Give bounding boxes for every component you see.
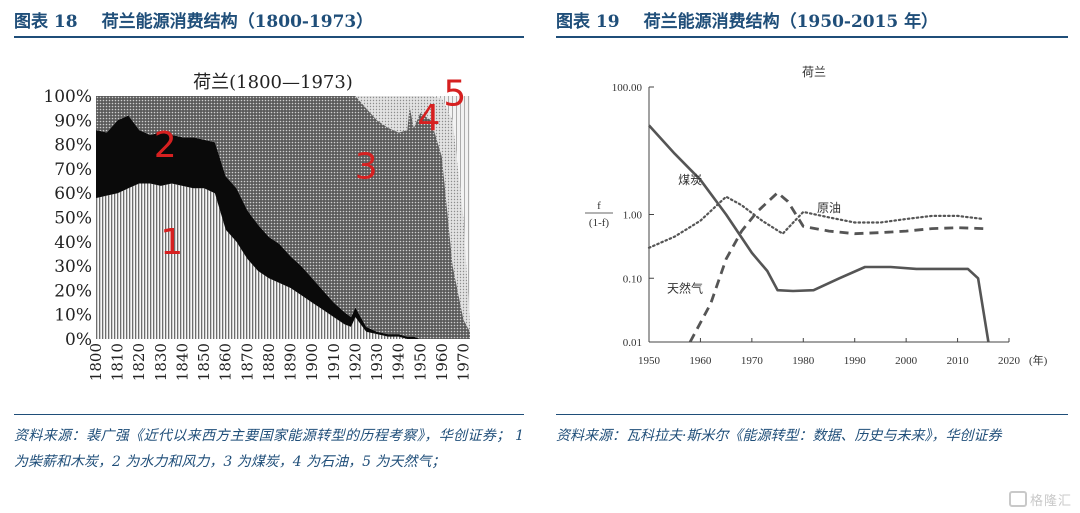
line-x-tick-label: 1950 [638, 355, 661, 367]
line-x-tick-label: 2010 [947, 355, 970, 367]
area-series-4 [96, 96, 470, 332]
area-y-tick-label: 30% [54, 257, 92, 277]
figure-19-source-label: 资料来源： [556, 428, 626, 444]
line-x-tick-label: 1990 [844, 355, 867, 367]
line-series-原油 [647, 195, 985, 249]
figure-19-source: 资料来源：瓦科拉夫·斯米尔《能源转型：数据、历史与未来》，华创证券 [556, 423, 1068, 449]
figure-19-source-rule [556, 414, 1068, 415]
line-chart-title: 荷兰 [802, 65, 826, 79]
figure-18-source-rule [14, 414, 524, 415]
line-y-tick-label: 0.01 [623, 337, 642, 349]
figure-18-number: 图表 18 [14, 12, 78, 32]
area-x-tick-label: 1880 [260, 343, 278, 381]
area-y-tick-label: 0% [65, 330, 92, 350]
area-series-label-2: 2 [154, 125, 177, 166]
figure-18-source: 资料来源：裴广强《近代以来西方主要国家能源转型的历程考察》，华创证券； 1 为柴… [14, 423, 524, 475]
area-series-label-4: 4 [417, 98, 440, 139]
area-x-tick-label: 1910 [325, 343, 343, 381]
line-y-tick-label: 100.00 [612, 82, 643, 94]
line-x-tick-label: 1970 [741, 355, 764, 367]
area-series-3 [96, 96, 470, 339]
area-x-tick-label: 1950 [411, 343, 429, 381]
area-x-tick-label: 1840 [173, 343, 191, 381]
area-y-tick-label: 50% [54, 209, 92, 229]
area-y-tick-label: 80% [54, 136, 92, 156]
figure-19-source-text: 瓦科拉夫·斯米尔《能源转型：数据、历史与未来》，华创证券 [626, 428, 1002, 444]
line-series-煤炭 [648, 124, 990, 343]
line-x-tick-label: 1980 [792, 355, 815, 367]
figure-18-header: 图表 18 荷兰能源消费结构（1800-1973） [14, 8, 524, 38]
area-x-tick-label: 1810 [109, 343, 127, 381]
line-y-tick-label: 1.00 [623, 210, 643, 222]
area-y-tick-label: 70% [54, 160, 92, 180]
line-x-tick-label: 2020 [998, 355, 1021, 367]
area-x-tick-label: 1850 [195, 343, 213, 381]
area-series-1 [96, 183, 470, 339]
watermark-text: 格隆汇 [1029, 494, 1072, 509]
line-x-unit-label: (年) [1029, 353, 1048, 367]
area-x-tick-label: 1930 [368, 343, 386, 381]
line-series-天然气 [688, 191, 984, 343]
line-series-label: 煤炭 [678, 173, 702, 187]
figure-19-header: 图表 19 荷兰能源消费结构（1950-2015 年） [556, 8, 1068, 38]
line-series-label: 天然气 [667, 280, 703, 295]
area-x-tick-label: 1800 [87, 343, 105, 381]
watermark: 格隆汇 [1008, 490, 1072, 509]
area-x-tick-label: 1870 [238, 343, 256, 381]
figure-18-source-text: 裴广强《近代以来西方主要国家能源转型的历程考察》，华创证券； 1 为柴薪和木炭，… [14, 428, 525, 470]
area-x-tick-label: 1860 [217, 343, 235, 381]
watermark-logo-icon [1008, 491, 1027, 507]
line-x-tick-label: 2000 [895, 355, 918, 367]
netherlands-energy-line-chart: 荷兰 0.01 0.10 1.00 100.00 1950 1960 1970 1980 1990… [585, 65, 1048, 367]
figure-19-title: 荷兰能源消费结构（1950-2015 年） [643, 12, 939, 32]
figure-19-panel: 图表 19 荷兰能源消费结构（1950-2015 年） 荷兰 0.01 0.10 1.0… [554, 0, 1080, 513]
area-x-tick-label: 1940 [390, 343, 408, 381]
line-x-tick-label: 1960 [689, 355, 712, 367]
area-chart-title: 荷兰(1800—1973) [193, 72, 353, 93]
line-y-label-bottom: (1-f) [589, 217, 609, 229]
area-y-tick-label: 20% [54, 281, 92, 301]
area-x-tick-label: 1920 [346, 343, 364, 381]
figure-18-panel: 图表 18 荷兰能源消费结构（1800-1973） 荷兰(1800—1973) 0%… [14, 8, 524, 475]
area-x-tick-label: 1820 [130, 343, 148, 381]
figure-18-title: 荷兰能源消费结构（1800-1973） [101, 12, 374, 32]
area-series-label-5: 5 [443, 74, 466, 115]
area-y-tick-label: 40% [54, 233, 92, 253]
area-series-label-3: 3 [355, 147, 378, 188]
area-series-2 [96, 115, 470, 340]
line-y-tick-label: 0.10 [623, 273, 643, 285]
netherlands-energy-area-chart: 荷兰(1800—1973) 0% 10% 20% 30% 40% 50% 60% 70% 80% 9… [43, 72, 473, 381]
figure-18-source-label: 资料来源： [14, 428, 86, 444]
line-y-label-top: f [597, 200, 601, 212]
area-x-tick-label: 1970 [455, 343, 473, 381]
area-y-tick-label: 100% [43, 87, 92, 107]
area-x-tick-label: 1900 [303, 343, 321, 381]
area-x-tick-label: 1890 [282, 343, 300, 381]
area-series-label-1: 1 [160, 222, 183, 263]
area-x-tick-label: 1830 [152, 343, 170, 381]
area-y-tick-label: 90% [54, 111, 92, 131]
line-series-label: 原油 [817, 201, 841, 215]
area-x-tick-label: 1960 [433, 343, 451, 381]
figure-19-number: 图表 19 [556, 12, 620, 32]
area-y-tick-label: 10% [54, 306, 92, 326]
area-y-tick-label: 60% [54, 184, 92, 204]
